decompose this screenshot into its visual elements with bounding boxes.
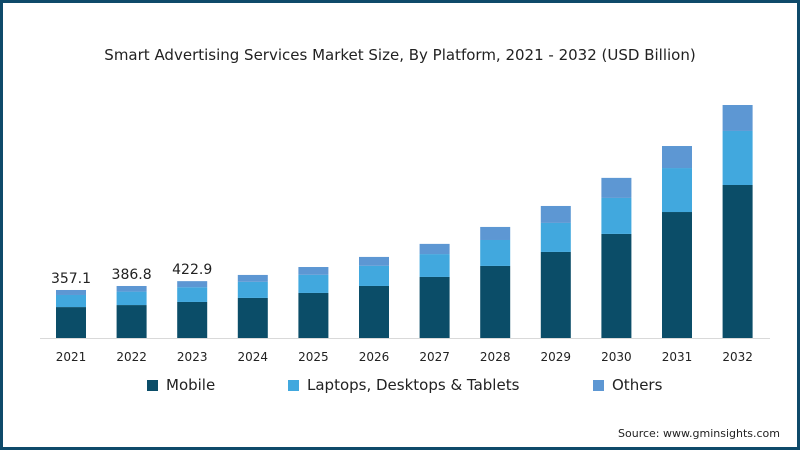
- bar-segment-laptops-desktops-tablets-2024: [237, 281, 268, 298]
- x-tick-label: 2022: [116, 350, 147, 364]
- legend-swatch: [288, 379, 299, 391]
- bar-segment-others-2024: [237, 274, 268, 282]
- bar-segment-laptops-desktops-tablets-2025: [298, 274, 329, 293]
- bar-segment-mobile-2022: [116, 305, 147, 338]
- data-label: 357.1: [51, 271, 91, 287]
- bar-segment-others-2027: [419, 243, 450, 255]
- x-tick-label: 2027: [419, 350, 450, 364]
- bar-segment-others-2025: [298, 267, 329, 275]
- bar-segment-others-2032: [722, 105, 753, 131]
- x-tick-label: 2024: [238, 350, 269, 364]
- bar-segment-laptops-desktops-tablets-2031: [662, 168, 692, 213]
- bar-segment-laptops-desktops-tablets-2032: [722, 130, 753, 185]
- x-tick-label: 2031: [662, 350, 693, 364]
- bar-segment-laptops-desktops-tablets-2021: [56, 294, 86, 308]
- bar-segment-laptops-desktops-tablets-2030: [601, 197, 632, 234]
- bar-segment-laptops-desktops-tablets-2028: [480, 239, 511, 266]
- x-tick-label: 2026: [359, 350, 390, 364]
- bar-segment-laptops-desktops-tablets-2029: [540, 222, 571, 252]
- bar-segment-mobile-2031: [662, 212, 692, 338]
- bar-segment-mobile-2027: [419, 276, 450, 338]
- bar-segment-others-2026: [359, 256, 389, 266]
- x-tick-label: 2028: [480, 350, 511, 364]
- bar-segment-laptops-desktops-tablets-2026: [359, 265, 389, 286]
- legend-swatch: [593, 379, 604, 391]
- source-note: Source: www.gminsights.com: [618, 427, 780, 440]
- bar-segment-others-2029: [540, 205, 571, 223]
- bar-segment-others-2030: [601, 177, 632, 198]
- bar-segment-mobile-2023: [177, 301, 208, 338]
- x-tick-label: 2029: [541, 350, 572, 364]
- bar-segment-others-2028: [480, 226, 511, 240]
- x-tick-label: 2021: [56, 350, 87, 364]
- bar-segment-mobile-2026: [359, 285, 389, 338]
- bar-segment-others-2021: [56, 289, 86, 295]
- bar-segment-mobile-2024: [237, 297, 268, 338]
- bar-segment-laptops-desktops-tablets-2023: [177, 287, 208, 302]
- legend-item-laptops: Laptops, Desktops & Tablets: [288, 376, 519, 394]
- x-tick-label: 2032: [722, 350, 753, 364]
- bar-segment-mobile-2028: [480, 265, 511, 338]
- bar-segment-others-2022: [116, 285, 147, 292]
- data-label: 386.8: [112, 267, 152, 283]
- chart-title: Smart Advertising Services Market Size, …: [104, 46, 696, 64]
- x-tick-label: 2023: [177, 350, 208, 364]
- bar-segment-others-2031: [662, 146, 692, 169]
- bar-segment-mobile-2029: [540, 251, 571, 338]
- legend-label: Laptops, Desktops & Tablets: [307, 376, 520, 394]
- bar-segment-mobile-2025: [298, 292, 329, 338]
- legend-item-mobile: Mobile: [147, 376, 215, 394]
- legend-swatch: [147, 379, 158, 391]
- data-label: 422.9: [172, 262, 212, 278]
- x-tick-label: 2030: [601, 350, 632, 364]
- bar-segment-others-2023: [177, 281, 208, 288]
- bar-segment-mobile-2021: [56, 307, 86, 338]
- bar-segment-mobile-2030: [601, 233, 632, 338]
- legend-item-others: Others: [593, 376, 662, 394]
- legend-label: Others: [612, 376, 663, 394]
- x-tick-label: 2025: [298, 350, 329, 364]
- bar-segment-laptops-desktops-tablets-2027: [419, 254, 450, 277]
- legend-label: Mobile: [166, 376, 216, 394]
- bar-segment-laptops-desktops-tablets-2022: [116, 291, 147, 306]
- bar-segment-mobile-2032: [722, 184, 753, 338]
